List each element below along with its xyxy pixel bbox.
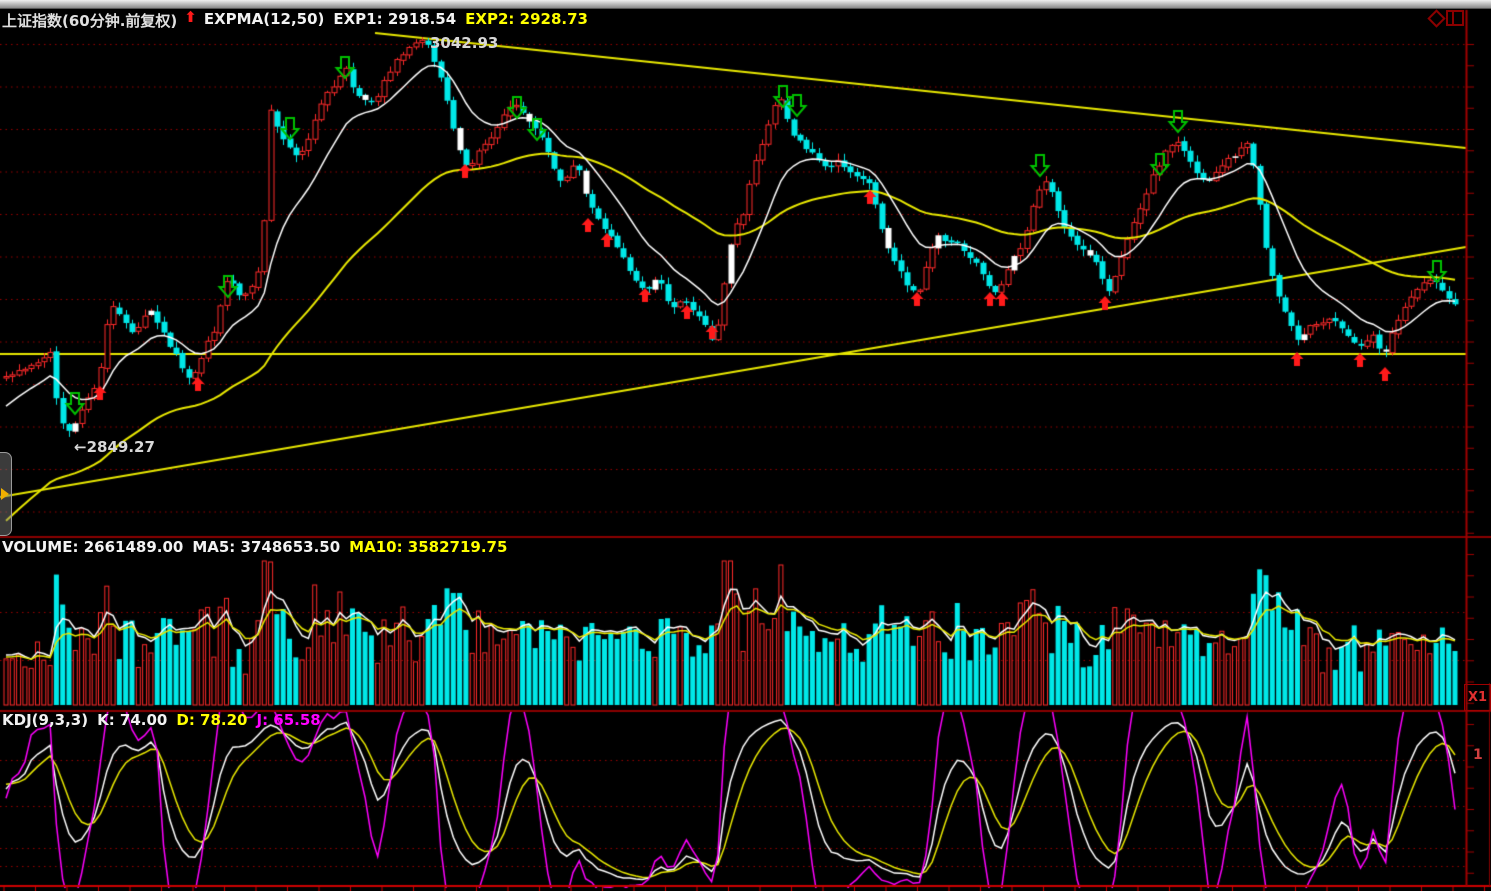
split-window-icon[interactable]: [1446, 10, 1464, 26]
kdj-j-value: J: 65.58: [256, 711, 321, 729]
low-price-value: 2849.27: [86, 438, 155, 456]
expand-triangle-icon: [1, 488, 9, 500]
low-price-label: ←2849.27: [74, 438, 155, 456]
volume-ma5-value: MA5: 3748653.50: [192, 538, 341, 556]
window-pane-divider: [1452, 12, 1454, 24]
low-price-pointer-icon: ←: [74, 438, 87, 456]
window-top-edge: [0, 0, 1491, 9]
exp1-value: EXP1: 2918.54: [333, 10, 457, 28]
signal-up-arrow-icon: ⬆: [184, 8, 197, 26]
x1-axis-label[interactable]: X1: [1464, 684, 1491, 711]
exp2-value: EXP2: 2928.73: [465, 10, 588, 28]
kdj-legend: KDJ(9,3,3) K: 74.00 D: 78.20 J: 65.58: [2, 711, 321, 729]
volume-value: VOLUME: 2661489.00: [2, 538, 184, 556]
indicator-name: EXPMA(12,50): [203, 10, 325, 28]
kdj-name: KDJ(9,3,3): [2, 711, 89, 729]
main-chart-legend: 上证指数(60分钟.前复权) ⬆ EXPMA(12,50) EXP1: 2918…: [2, 10, 588, 31]
high-price-label: 3042.93: [430, 34, 499, 52]
chart-title: 上证指数(60分钟.前复权): [2, 12, 178, 30]
kdj-d-value: D: 78.20: [176, 711, 248, 729]
kdj-k-value: K: 74.00: [97, 711, 168, 729]
kdj-axis-scale-label: 1: [1473, 747, 1483, 763]
volume-legend: VOLUME: 2661489.00 MA5: 3748653.50 MA10:…: [2, 538, 507, 556]
left-panel-expand-tab[interactable]: [0, 452, 12, 536]
volume-ma10-value: MA10: 3582719.75: [349, 538, 508, 556]
